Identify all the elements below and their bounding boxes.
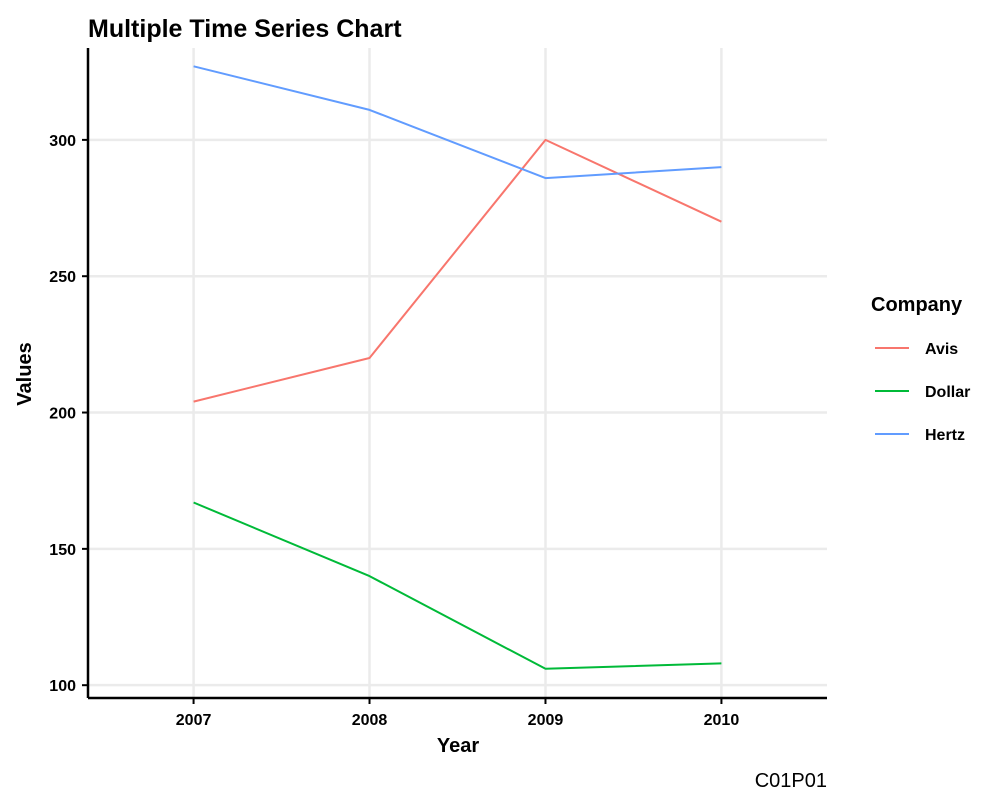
series-line-dollar: [193, 501, 722, 670]
y-tick-label: 150: [49, 542, 76, 559]
x-tick-label: 2009: [528, 712, 564, 729]
legend: Company Avis Dollar Hertz: [871, 294, 970, 444]
series-lines: [193, 65, 722, 670]
y-tick-label: 250: [49, 269, 76, 286]
legend-label-hertz: Hertz: [925, 427, 965, 444]
y-axis-title: Values: [14, 342, 36, 405]
series-line-hertz: [193, 65, 722, 180]
y-tick-label: 300: [49, 133, 76, 150]
legend-title: Company: [871, 294, 963, 316]
y-tick-label: 200: [49, 406, 76, 423]
series-line-avis: [193, 138, 722, 403]
x-tick-label: 2008: [352, 712, 388, 729]
x-axis-title: Year: [437, 735, 479, 757]
y-ticks: 100 150 200 250 300: [49, 133, 88, 695]
legend-label-avis: Avis: [925, 341, 958, 358]
chart-title: Multiple Time Series Chart: [88, 15, 402, 43]
y-tick-label: 100: [49, 678, 76, 695]
caption: C01P01: [755, 770, 827, 792]
x-gridlines: [192, 48, 723, 698]
axes: [86, 48, 827, 700]
x-ticks: 2007 2008 2009 2010: [176, 698, 740, 729]
y-gridlines: [88, 138, 827, 687]
legend-label-dollar: Dollar: [925, 384, 970, 401]
x-tick-label: 2007: [176, 712, 212, 729]
x-tick-label: 2010: [704, 712, 740, 729]
